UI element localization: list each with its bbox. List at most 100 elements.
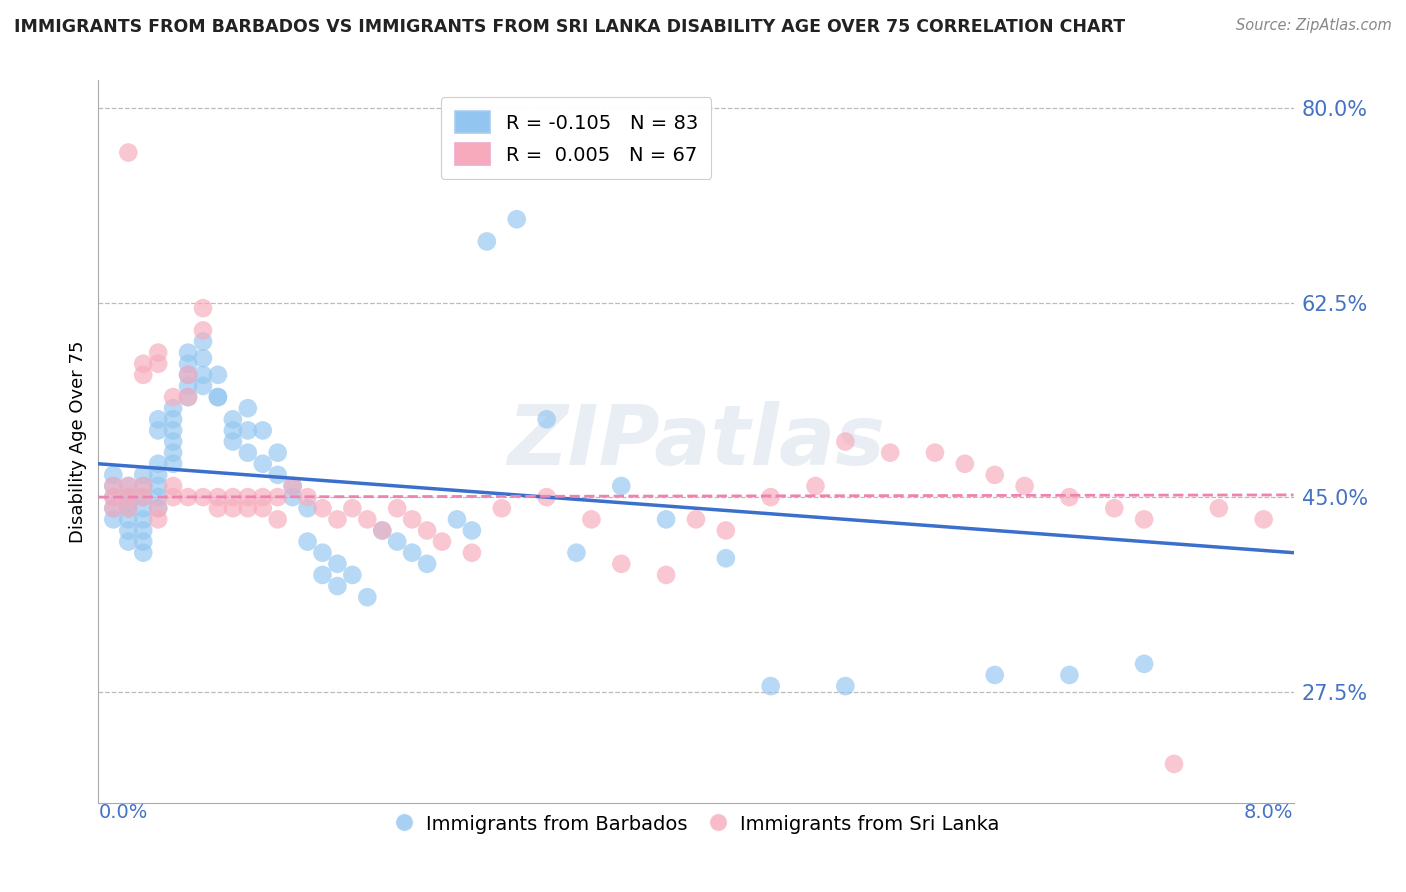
Point bbox=[117, 512, 139, 526]
Point bbox=[148, 357, 170, 371]
Point bbox=[191, 323, 214, 337]
Point bbox=[267, 512, 290, 526]
Point bbox=[148, 467, 170, 482]
Point bbox=[401, 546, 423, 560]
Point bbox=[1014, 479, 1036, 493]
Point bbox=[252, 490, 274, 504]
Point bbox=[222, 424, 245, 438]
Point bbox=[610, 557, 633, 571]
Point bbox=[117, 524, 139, 538]
Point bbox=[132, 490, 155, 504]
Point bbox=[252, 424, 274, 438]
Point bbox=[177, 490, 200, 504]
Point bbox=[385, 501, 409, 516]
Point bbox=[103, 490, 125, 504]
Point bbox=[342, 501, 364, 516]
Point bbox=[222, 412, 245, 426]
Point bbox=[222, 434, 245, 449]
Point bbox=[984, 668, 1007, 682]
Point bbox=[236, 501, 259, 516]
Point bbox=[148, 501, 170, 516]
Point bbox=[297, 490, 319, 504]
Point bbox=[371, 524, 394, 538]
Point bbox=[148, 501, 170, 516]
Point bbox=[103, 512, 125, 526]
Point bbox=[236, 445, 259, 459]
Point bbox=[536, 412, 558, 426]
Point bbox=[177, 368, 200, 382]
Point bbox=[491, 501, 513, 516]
Point bbox=[117, 490, 139, 504]
Point bbox=[1133, 657, 1156, 671]
Point bbox=[356, 590, 378, 604]
Point bbox=[267, 467, 290, 482]
Point bbox=[581, 512, 603, 526]
Point bbox=[177, 345, 200, 359]
Point bbox=[401, 512, 423, 526]
Point bbox=[326, 579, 349, 593]
Point bbox=[132, 534, 155, 549]
Point bbox=[311, 568, 333, 582]
Point bbox=[117, 496, 139, 510]
Point bbox=[177, 390, 200, 404]
Point bbox=[356, 512, 378, 526]
Point bbox=[714, 551, 737, 566]
Point bbox=[162, 434, 184, 449]
Point bbox=[461, 546, 484, 560]
Point bbox=[191, 490, 214, 504]
Point bbox=[252, 457, 274, 471]
Point bbox=[132, 368, 155, 382]
Point bbox=[536, 490, 558, 504]
Point bbox=[1059, 490, 1081, 504]
Point bbox=[207, 368, 229, 382]
Point bbox=[759, 679, 782, 693]
Legend: Immigrants from Barbados, Immigrants from Sri Lanka: Immigrants from Barbados, Immigrants fro… bbox=[382, 804, 1010, 844]
Point bbox=[132, 512, 155, 526]
Point bbox=[177, 379, 200, 393]
Point bbox=[162, 445, 184, 459]
Point bbox=[252, 501, 274, 516]
Point bbox=[148, 490, 170, 504]
Point bbox=[117, 145, 139, 160]
Point bbox=[191, 379, 214, 393]
Point bbox=[655, 512, 678, 526]
Point bbox=[103, 479, 125, 493]
Point bbox=[148, 479, 170, 493]
Point bbox=[191, 334, 214, 349]
Point bbox=[148, 424, 170, 438]
Point bbox=[655, 568, 678, 582]
Point bbox=[475, 235, 498, 249]
Point bbox=[714, 524, 737, 538]
Point bbox=[506, 212, 529, 227]
Point bbox=[103, 490, 125, 504]
Point bbox=[1253, 512, 1275, 526]
Point bbox=[148, 512, 170, 526]
Point bbox=[177, 357, 200, 371]
Text: 0.0%: 0.0% bbox=[98, 803, 148, 822]
Point bbox=[430, 534, 453, 549]
Point bbox=[177, 390, 200, 404]
Point bbox=[924, 445, 946, 459]
Point bbox=[117, 479, 139, 493]
Point bbox=[148, 457, 170, 471]
Point bbox=[416, 557, 439, 571]
Point bbox=[326, 557, 349, 571]
Text: IMMIGRANTS FROM BARBADOS VS IMMIGRANTS FROM SRI LANKA DISABILITY AGE OVER 75 COR: IMMIGRANTS FROM BARBADOS VS IMMIGRANTS F… bbox=[14, 18, 1125, 36]
Point bbox=[162, 390, 184, 404]
Point bbox=[984, 467, 1007, 482]
Point bbox=[132, 479, 155, 493]
Point bbox=[565, 546, 588, 560]
Point bbox=[117, 534, 139, 549]
Point bbox=[685, 512, 707, 526]
Point bbox=[207, 390, 229, 404]
Point bbox=[117, 479, 139, 493]
Point bbox=[132, 467, 155, 482]
Point bbox=[342, 568, 364, 582]
Point bbox=[162, 412, 184, 426]
Point bbox=[236, 424, 259, 438]
Point bbox=[416, 524, 439, 538]
Point bbox=[162, 457, 184, 471]
Point bbox=[1059, 668, 1081, 682]
Text: Source: ZipAtlas.com: Source: ZipAtlas.com bbox=[1236, 18, 1392, 33]
Point bbox=[297, 501, 319, 516]
